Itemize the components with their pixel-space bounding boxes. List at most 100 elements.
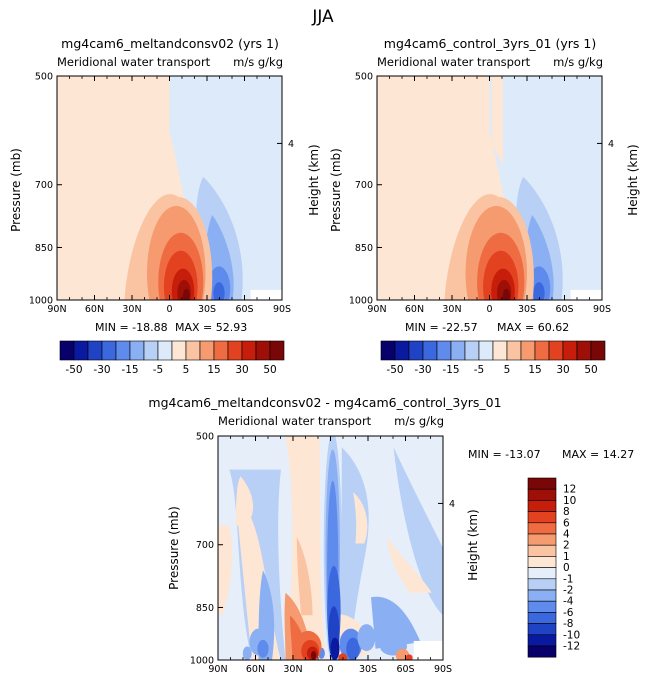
colorbar-swatch — [380, 340, 396, 361]
colorbar-swatch — [157, 340, 173, 361]
colorbar-label: 30 — [235, 364, 248, 376]
x-tick-label: 60S — [235, 304, 253, 315]
colorbar-swatch — [394, 340, 410, 361]
colorbar-swatch — [199, 340, 215, 361]
colorbar-swatch — [527, 600, 557, 613]
colorbar-swatch — [255, 340, 271, 361]
colorbar-swatch — [527, 477, 557, 490]
colorbar-swatch — [73, 340, 89, 361]
colorbar-label: 10 — [563, 495, 576, 507]
contour-field — [57, 76, 282, 300]
figure-title: JJA — [311, 7, 334, 27]
contour-field — [218, 436, 443, 660]
colorbar-swatch — [59, 340, 75, 361]
contour-band — [285, 436, 326, 660]
y-tick-label: 500 — [196, 432, 214, 443]
colorbar-top-right: -50 -30 -15 -5 5 15 30 50 — [380, 340, 606, 376]
contour-band — [386, 536, 432, 593]
colorbar-label: -10 — [563, 629, 580, 641]
colorbar-swatch — [241, 340, 257, 361]
colorbar-label: -2 — [563, 585, 573, 597]
colorbar-swatch — [185, 340, 201, 361]
colorbar-swatch — [492, 340, 508, 361]
colorbar-label: -15 — [442, 364, 459, 376]
colorbar-swatch — [527, 488, 557, 501]
colorbar-swatch — [527, 544, 557, 557]
colorbar-label: -6 — [563, 607, 574, 619]
colorbar-label: -50 — [386, 364, 403, 376]
missing-data — [570, 289, 602, 300]
x-tick-label: 60N — [85, 304, 104, 315]
y-tick-label: 1000 — [349, 296, 373, 307]
right-tick-label: 4 — [608, 139, 614, 150]
min-label: MIN = -13.07 — [468, 448, 541, 461]
colorbar-label: 0 — [563, 562, 570, 574]
colorbar-swatch — [408, 340, 424, 361]
colorbar-swatch — [527, 511, 557, 524]
y-tick-label: 850 — [196, 603, 214, 614]
y-tick-label: 700 — [196, 540, 214, 551]
colorbar-label: 12 — [563, 484, 576, 496]
colorbar-swatch — [527, 612, 557, 624]
colorbar-label: -8 — [563, 618, 573, 630]
x-tick-label: 30S — [518, 304, 536, 315]
colorbar-label: -30 — [414, 364, 431, 376]
colorbar-label: 5 — [183, 364, 190, 376]
colorbar-label: 15 — [528, 364, 541, 376]
right-tick-label: 4 — [449, 499, 455, 510]
colorbar-swatch — [527, 556, 557, 568]
colorbar-swatch — [506, 340, 522, 361]
panel-units: m/s g/kg — [233, 55, 283, 69]
contour-band — [242, 646, 252, 660]
colorbar-swatch — [269, 340, 285, 361]
colorbar-top-left: -50 -30 -15 -5 5 15 30 50 — [59, 340, 285, 376]
colorbar-swatch — [464, 340, 480, 361]
contour-band — [213, 282, 225, 300]
y-tick-label: 1000 — [190, 656, 214, 667]
y-tick-label: 500 — [35, 72, 53, 83]
colorbar-label: -30 — [93, 364, 110, 376]
colorbar-label: -4 — [563, 596, 574, 608]
contour-plot — [57, 76, 282, 300]
y-axis-label: Pressure (mb) — [167, 506, 181, 590]
colorbar-swatch — [101, 340, 117, 361]
contour-band — [296, 536, 313, 616]
contour-band — [371, 596, 421, 649]
contour-field — [377, 76, 602, 300]
colorbar-swatch — [590, 340, 606, 361]
colorbar-label: -15 — [121, 364, 138, 376]
y-axis-label: Pressure (mb) — [329, 148, 343, 232]
colorbar-label: 8 — [563, 506, 570, 518]
x-tick-label: 30N — [442, 304, 461, 315]
colorbar-label: -50 — [65, 364, 82, 376]
y-axis-label-right: Height (km) — [307, 144, 321, 215]
min-label: MIN = -22.57 — [405, 321, 478, 334]
x-tick-label: 90S — [434, 664, 452, 675]
x-tick-label: 90S — [593, 304, 611, 315]
x-tick-label: 60N — [405, 304, 424, 315]
colorbar-swatch — [115, 340, 131, 361]
contour-band — [183, 288, 190, 300]
contour-band — [393, 447, 443, 616]
max-label: MAX = 52.93 — [175, 321, 247, 334]
x-tick-label: 60S — [555, 304, 573, 315]
y-tick-label: 500 — [355, 72, 373, 83]
colorbar-swatch — [143, 340, 159, 361]
y-tick-label: 850 — [355, 243, 373, 254]
x-tick-label: 30N — [122, 304, 141, 315]
x-tick-label: 30N — [283, 664, 302, 675]
y-tick-label: 1000 — [29, 296, 53, 307]
colorbar-label: 15 — [207, 364, 220, 376]
colorbar-swatch — [436, 340, 452, 361]
x-tick-label: 90N — [367, 304, 386, 315]
colorbar-label: 50 — [263, 364, 276, 376]
x-tick-label: 0 — [166, 304, 172, 315]
panel-title: mg4cam6_meltandconsv02 (yrs 1) — [61, 36, 279, 51]
x-tick-label: 0 — [486, 304, 492, 315]
colorbar-label: -1 — [563, 573, 573, 585]
colorbar-swatch — [527, 623, 557, 636]
y-axis-label-right: Height (km) — [466, 509, 480, 580]
y-axis-label: Pressure (mb) — [9, 148, 23, 232]
